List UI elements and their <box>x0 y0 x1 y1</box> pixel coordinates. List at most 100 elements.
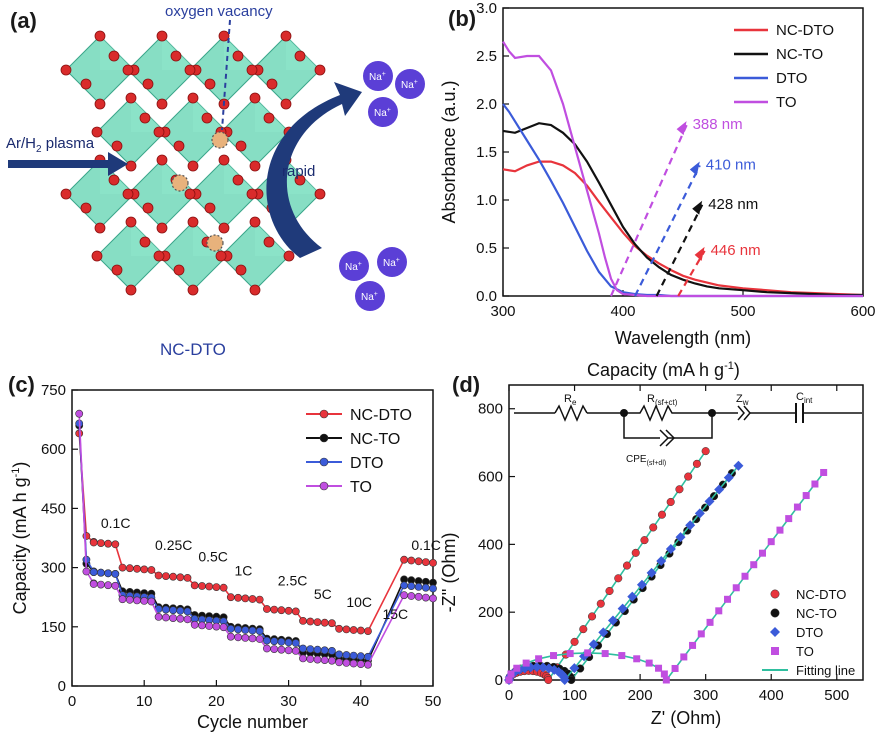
panel-c-x-axis-label: Cycle number <box>197 712 308 732</box>
data-point-dto <box>327 647 336 655</box>
oxygen-atom <box>94 30 106 42</box>
data-point-nc-dto <box>89 538 98 547</box>
data-point-to <box>584 649 592 657</box>
legend-marker <box>319 457 329 467</box>
data-point-to <box>306 655 315 663</box>
x-tick-label: 20 <box>208 693 225 710</box>
data-point-to <box>732 584 740 592</box>
series-line-to <box>78 413 434 666</box>
series-line-to <box>502 41 863 298</box>
data-point-to <box>776 526 784 534</box>
re-resistor-symbol <box>554 404 588 422</box>
x-tick-label: 40 <box>352 693 369 710</box>
warburg-symbol <box>737 405 751 421</box>
data-point-to <box>601 650 609 658</box>
data-point-nc-dto <box>169 572 177 581</box>
oxygen-atom <box>184 188 196 200</box>
na-ion <box>368 97 398 127</box>
panel-d-y-axis-label: -Z'' (Ohm) <box>439 533 459 613</box>
legend-label: TO <box>776 94 797 111</box>
data-point-dto <box>306 645 315 653</box>
oxygen-atom <box>108 50 120 62</box>
data-point-nc-dto <box>335 624 343 633</box>
panel-d-series <box>504 447 828 685</box>
data-point-nc-dto <box>622 561 632 570</box>
x-tick-label: 300 <box>693 687 718 704</box>
data-point-dto <box>531 662 542 673</box>
data-point-nc-dto <box>226 593 235 602</box>
rate-label: 0.1C <box>101 515 131 531</box>
data-point-to <box>147 597 156 606</box>
oxygen-atom <box>122 64 134 76</box>
panel-b-label: (b) <box>448 6 476 31</box>
legend-marker <box>771 647 779 655</box>
data-point-to <box>133 596 141 605</box>
data-point-nc-dto <box>147 566 156 574</box>
data-point-to <box>262 644 271 653</box>
panel-c-axes: 0 10 20 30 40 50 0 150 300 450 600 750 <box>41 382 441 710</box>
data-point-nc-dto <box>400 555 408 564</box>
oxygen-atom <box>60 188 72 200</box>
fitting-line <box>508 465 740 682</box>
data-point-dto <box>342 651 351 659</box>
oxygen-vacancy-site <box>211 131 229 149</box>
legend-label: NC-DTO <box>350 407 412 424</box>
legend-label: DTO <box>776 70 807 87</box>
data-point-dto <box>277 637 286 646</box>
data-point-to <box>248 634 257 643</box>
data-point-to <box>750 561 758 569</box>
data-point-to <box>364 660 372 669</box>
data-point-to <box>219 623 228 632</box>
data-point-nc-dto <box>701 447 710 456</box>
data-point-nc-dto <box>111 540 120 549</box>
data-point-to <box>513 664 521 672</box>
legend-label: NC-TO <box>796 606 837 621</box>
oxygen-atom <box>215 250 227 262</box>
data-point-dto <box>299 644 307 653</box>
data-point-nc-dto <box>241 594 250 603</box>
oxygen-atom <box>294 50 306 62</box>
data-point-dto <box>617 603 628 614</box>
panel-b-legend: NC-DTO NC-TO DTO TO <box>734 22 834 111</box>
panel-c-rate-chart: (c) 0 10 20 30 40 50 0 150 300 450 600 750 0.1C 0.25… <box>8 372 441 732</box>
data-point-dto <box>421 583 430 592</box>
data-point-dto <box>291 639 300 647</box>
data-point-dto <box>97 568 105 577</box>
oxygen-atom <box>94 98 106 110</box>
data-point-to <box>89 580 98 588</box>
x-tick-label: 100 <box>562 687 587 704</box>
legend-marker <box>319 481 329 491</box>
data-point-nc-dto <box>198 582 206 590</box>
data-point-dto <box>356 652 365 661</box>
data-point-nc-dto <box>692 459 701 468</box>
plot-frame <box>71 389 434 687</box>
panel-d-axes: 0 100 200 300 400 500 0 200 400 600 800 <box>478 384 864 704</box>
data-point-dto <box>694 508 705 519</box>
plot-frame <box>508 384 864 681</box>
data-point-nc-dto <box>205 582 214 591</box>
data-point-to <box>811 480 819 488</box>
oxygen-atom <box>170 50 182 62</box>
x-tick-label: 10 <box>136 693 153 710</box>
oxygen-atom <box>139 112 151 124</box>
data-point-to <box>291 647 300 655</box>
data-point-dto <box>270 637 279 646</box>
data-point-to <box>671 664 679 672</box>
equivalent-circuit: Re R(sf+ct) CPE(sf+dl) Zw Cint <box>514 391 862 467</box>
data-point-dto <box>335 650 343 659</box>
fitting-line <box>508 450 707 682</box>
data-point-to <box>535 655 543 663</box>
oxygen-atom <box>153 250 165 262</box>
data-point-to <box>169 614 177 622</box>
oxygen-atom <box>94 222 106 234</box>
x-tick-label: 500 <box>824 687 849 704</box>
panel-c-label: (c) <box>8 372 35 397</box>
rate-label: 5C <box>314 586 332 602</box>
data-point-nc-dto <box>320 618 329 627</box>
oxygen-atom <box>125 160 137 172</box>
data-point-to <box>154 613 163 621</box>
oxygen-atom <box>235 264 247 276</box>
data-point-to <box>198 621 206 630</box>
data-point-to <box>505 676 513 684</box>
data-point-to <box>785 515 793 523</box>
